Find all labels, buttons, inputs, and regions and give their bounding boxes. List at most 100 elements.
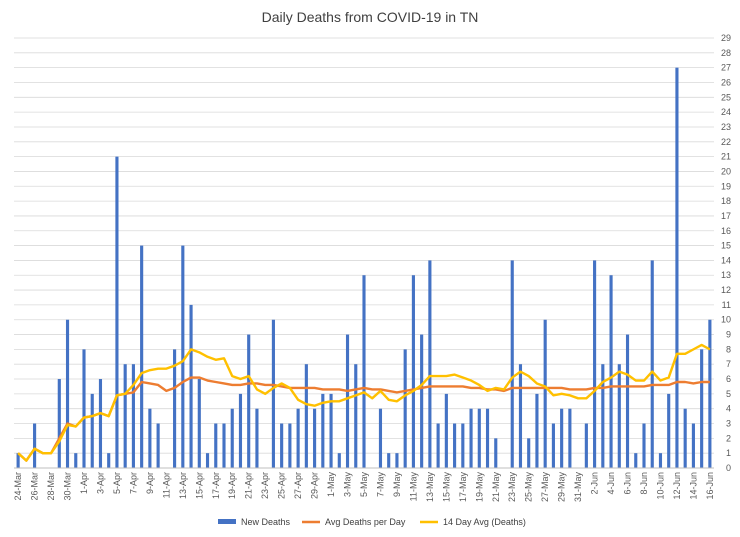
x-tick-label: 8-Jun xyxy=(639,472,649,495)
bar-new-deaths xyxy=(140,245,144,468)
bar-new-deaths xyxy=(387,453,391,468)
bar-new-deaths xyxy=(98,379,103,468)
bar-new-deaths xyxy=(90,393,94,468)
bar-new-deaths xyxy=(345,334,350,468)
bar-new-deaths xyxy=(329,393,333,468)
x-tick-label: 27-Apr xyxy=(293,472,303,499)
x-tick-label: 3-May xyxy=(343,472,353,498)
bar-new-deaths xyxy=(658,453,663,468)
legend-label: New Deaths xyxy=(241,517,291,527)
x-tick-label: 13-Apr xyxy=(178,472,188,499)
x-tick-label: 26-Mar xyxy=(30,472,40,501)
bar-new-deaths xyxy=(494,438,498,468)
bar-new-deaths xyxy=(518,364,523,468)
y-tick-label: 18 xyxy=(721,196,731,206)
bar-new-deaths xyxy=(551,423,555,468)
bar-new-deaths xyxy=(436,423,440,468)
x-tick-label: 24-Mar xyxy=(13,472,23,501)
y-tick-label: 4 xyxy=(726,404,731,414)
bar-new-deaths xyxy=(304,364,308,468)
bar-new-deaths xyxy=(65,319,70,468)
bar-new-deaths xyxy=(181,245,185,468)
bar-new-deaths xyxy=(288,423,292,468)
y-tick-label: 19 xyxy=(721,181,731,191)
x-tick-label: 7-Apr xyxy=(128,472,138,494)
bar-new-deaths xyxy=(189,304,193,468)
bar-new-deaths xyxy=(280,423,284,468)
x-tick-label: 12-Jun xyxy=(672,472,682,500)
bar-new-deaths xyxy=(708,319,712,468)
bars-new-deaths xyxy=(16,67,712,468)
y-tick-label: 3 xyxy=(726,419,731,429)
y-tick-label: 5 xyxy=(726,389,731,399)
bar-new-deaths xyxy=(609,275,613,468)
bar-new-deaths xyxy=(411,275,415,468)
bar-new-deaths xyxy=(354,364,358,468)
x-tick-label: 23-Apr xyxy=(260,472,270,499)
x-tick-labels: 24-Mar 26-Mar 28-Mar 30-Mar 1-Apr 3-Apr 5-Apr 7… xyxy=(13,472,715,503)
x-tick-label: 10-Jun xyxy=(655,472,665,500)
bar-new-deaths xyxy=(82,349,86,468)
y-tick-label: 2 xyxy=(726,433,731,443)
x-tick-label: 28-Mar xyxy=(46,472,56,501)
x-tick-label: 30-Mar xyxy=(63,472,73,501)
y-tick-label: 1 xyxy=(726,448,731,458)
x-tick-label: 1-Apr xyxy=(79,472,89,494)
bar-new-deaths xyxy=(428,260,432,468)
y-tick-label: 20 xyxy=(721,166,731,176)
x-tick-label: 11-May xyxy=(408,472,418,502)
x-tick-label: 5-Apr xyxy=(112,472,122,494)
bar-new-deaths xyxy=(313,408,317,468)
y-tick-label: 12 xyxy=(721,285,731,295)
bar-new-deaths xyxy=(700,349,704,468)
x-tick-label: 1-May xyxy=(326,472,336,498)
x-tick-label: 13-May xyxy=(425,472,435,503)
x-tick-label: 25-May xyxy=(524,472,534,503)
x-tick-label: 2-Jun xyxy=(590,472,600,495)
bar-new-deaths xyxy=(395,453,399,468)
bar-new-deaths xyxy=(453,423,457,468)
bar-new-deaths xyxy=(378,408,383,468)
bar-new-deaths xyxy=(205,453,210,468)
bar-new-deaths xyxy=(337,453,341,468)
y-tick-label: 27 xyxy=(721,63,731,73)
bar-new-deaths xyxy=(247,334,251,468)
bar-new-deaths xyxy=(33,423,37,468)
bar-new-deaths xyxy=(271,319,275,468)
line-14-day-avg-deaths xyxy=(17,343,711,462)
bar-new-deaths xyxy=(255,408,259,468)
x-tick-label: 19-Apr xyxy=(227,472,237,499)
x-tick-label: 7-May xyxy=(375,472,385,498)
x-tick-label: 19-May xyxy=(474,472,484,503)
x-tick-label: 9-May xyxy=(392,472,402,498)
bar-new-deaths xyxy=(683,408,687,468)
y-tick-label: 16 xyxy=(721,226,731,236)
bar-new-deaths xyxy=(625,334,630,468)
bar-new-deaths xyxy=(469,408,473,468)
y-tick-label: 23 xyxy=(721,122,731,132)
x-tick-label: 6-Jun xyxy=(623,472,633,495)
x-tick-label: 21-May xyxy=(491,472,501,503)
x-tick-label: 5-May xyxy=(359,472,369,498)
y-tick-label: 15 xyxy=(721,241,731,251)
bar-new-deaths xyxy=(527,438,531,468)
bar-new-deaths xyxy=(560,408,564,468)
bar-new-deaths xyxy=(214,423,218,468)
bar-new-deaths xyxy=(321,393,325,468)
bar-new-deaths xyxy=(131,364,135,468)
y-tick-label: 22 xyxy=(721,137,731,147)
bar-new-deaths xyxy=(222,423,226,468)
bar-new-deaths xyxy=(485,408,490,468)
bar-new-deaths xyxy=(593,260,597,468)
y-tick-label: 11 xyxy=(722,300,731,310)
y-tick-label: 7 xyxy=(726,359,731,369)
x-tick-label: 17-May xyxy=(458,472,468,503)
bar-new-deaths xyxy=(362,275,366,468)
x-tick-label: 25-Apr xyxy=(277,472,287,499)
bar-new-deaths xyxy=(115,156,119,468)
bar-new-deaths xyxy=(444,393,448,468)
bar-new-deaths xyxy=(601,364,605,468)
x-tick-label: 9-Apr xyxy=(145,472,155,494)
